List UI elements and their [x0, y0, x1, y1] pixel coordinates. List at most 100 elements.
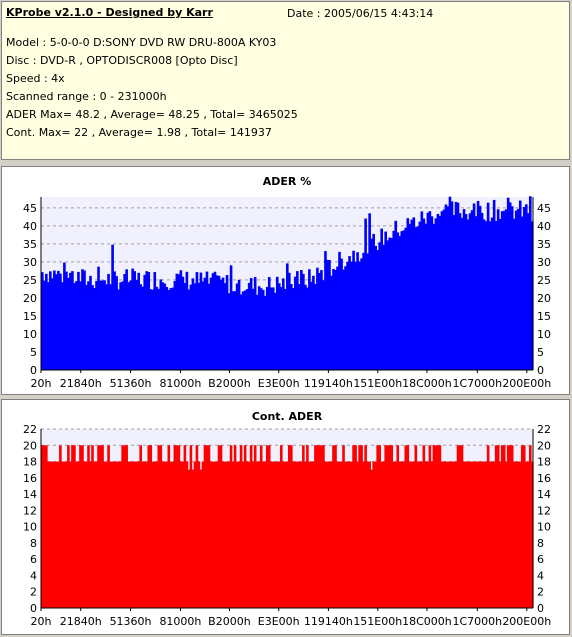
data-bar	[113, 271, 116, 370]
data-bar	[380, 228, 383, 370]
data-bar	[344, 266, 347, 370]
data-bar	[63, 262, 66, 370]
data-bar	[426, 212, 430, 370]
data-bar	[406, 445, 410, 608]
data-bar	[462, 209, 466, 370]
data-bar	[364, 218, 367, 370]
data-bar	[45, 273, 48, 370]
data-bar	[81, 269, 84, 370]
data-bar	[109, 284, 112, 370]
data-bar	[514, 210, 518, 370]
data-bar	[368, 213, 371, 370]
data-bar	[159, 279, 163, 370]
data-bar	[229, 445, 233, 608]
data-bar	[384, 231, 388, 370]
data-bar	[488, 221, 492, 370]
x-tick-label: 20h	[31, 615, 52, 628]
data-bar	[456, 445, 460, 608]
data-bar	[308, 461, 311, 608]
data-bar	[153, 461, 157, 608]
data-bar	[283, 288, 287, 370]
data-bar	[364, 445, 367, 608]
data-bar	[518, 461, 522, 608]
data-bar	[41, 272, 44, 370]
y-tick-label-right: 14	[537, 488, 551, 501]
data-bar	[392, 230, 396, 370]
data-bar	[508, 445, 512, 608]
data-bar	[448, 461, 452, 608]
data-bar	[89, 275, 92, 370]
data-bar	[67, 277, 70, 370]
data-bar	[173, 281, 177, 370]
data-bar	[356, 461, 359, 608]
data-bar	[171, 461, 175, 608]
y-tick-label-right: 10	[537, 521, 551, 534]
data-bar	[205, 445, 209, 608]
x-tick-label: 51360h	[110, 615, 152, 628]
data-bar	[304, 284, 307, 370]
data-bar	[55, 274, 58, 370]
data-bar	[424, 461, 428, 608]
y-tick-label-left: 40	[23, 220, 37, 233]
data-bar	[165, 461, 169, 608]
data-bar	[470, 210, 474, 370]
y-tick-label-right: 35	[537, 238, 551, 251]
data-bar	[518, 200, 522, 370]
data-bar	[177, 274, 181, 370]
y-tick-label-right: 4	[537, 569, 544, 582]
data-bar	[143, 274, 147, 370]
data-bar	[255, 461, 259, 608]
data-bar	[408, 461, 412, 608]
info-line-disc: Disc : DVD-R , OPTODISCR008 [Opto Disc]	[6, 54, 238, 67]
y-tick-label-left: 20	[23, 292, 37, 305]
data-bar	[326, 259, 329, 370]
data-bar	[336, 266, 339, 370]
data-bar	[105, 461, 108, 608]
chart-title: ADER %	[263, 175, 311, 188]
data-bar	[486, 202, 490, 370]
data-bar	[185, 271, 189, 370]
x-tick-label: 1C7000h	[453, 615, 503, 628]
data-bar	[257, 461, 261, 608]
data-bar	[400, 461, 404, 608]
data-bar	[302, 445, 305, 608]
data-bar	[57, 270, 60, 370]
data-bar	[434, 218, 438, 370]
data-bar	[360, 258, 363, 370]
y-tick-label-left: 15	[23, 310, 37, 323]
data-bar	[450, 201, 454, 370]
data-bar	[476, 461, 480, 608]
data-bar	[163, 461, 167, 608]
data-bar	[227, 293, 231, 370]
data-bar	[496, 445, 500, 608]
y-tick-label-left: 0	[30, 602, 37, 615]
data-bar	[386, 445, 390, 608]
data-bar	[273, 292, 277, 370]
data-bar	[93, 288, 96, 370]
data-bar	[498, 218, 502, 370]
data-bar	[123, 445, 126, 608]
data-bar	[332, 268, 335, 370]
data-bar	[251, 461, 255, 608]
data-bar	[271, 461, 275, 608]
data-bar	[117, 461, 120, 608]
data-bar	[340, 461, 343, 608]
data-bar	[221, 461, 225, 608]
data-bar	[233, 445, 237, 608]
data-bar	[43, 280, 46, 370]
ader-chart-panel: ADER % 0 0 5 5 10 10 15 15 20 20 25 25 30 30 35 35 40 40 45…	[1, 166, 570, 395]
data-bar	[498, 461, 502, 608]
data-bar	[358, 261, 361, 370]
data-bar	[488, 461, 492, 608]
data-bar	[402, 230, 406, 370]
data-bar	[366, 253, 369, 370]
data-bar	[169, 288, 173, 370]
data-bar	[179, 270, 183, 370]
data-bar	[171, 287, 175, 370]
data-bar	[466, 219, 470, 370]
data-bar	[484, 221, 488, 370]
data-bar	[161, 461, 165, 608]
data-bar	[41, 445, 44, 608]
data-bar	[181, 461, 185, 608]
data-bar	[418, 221, 422, 370]
